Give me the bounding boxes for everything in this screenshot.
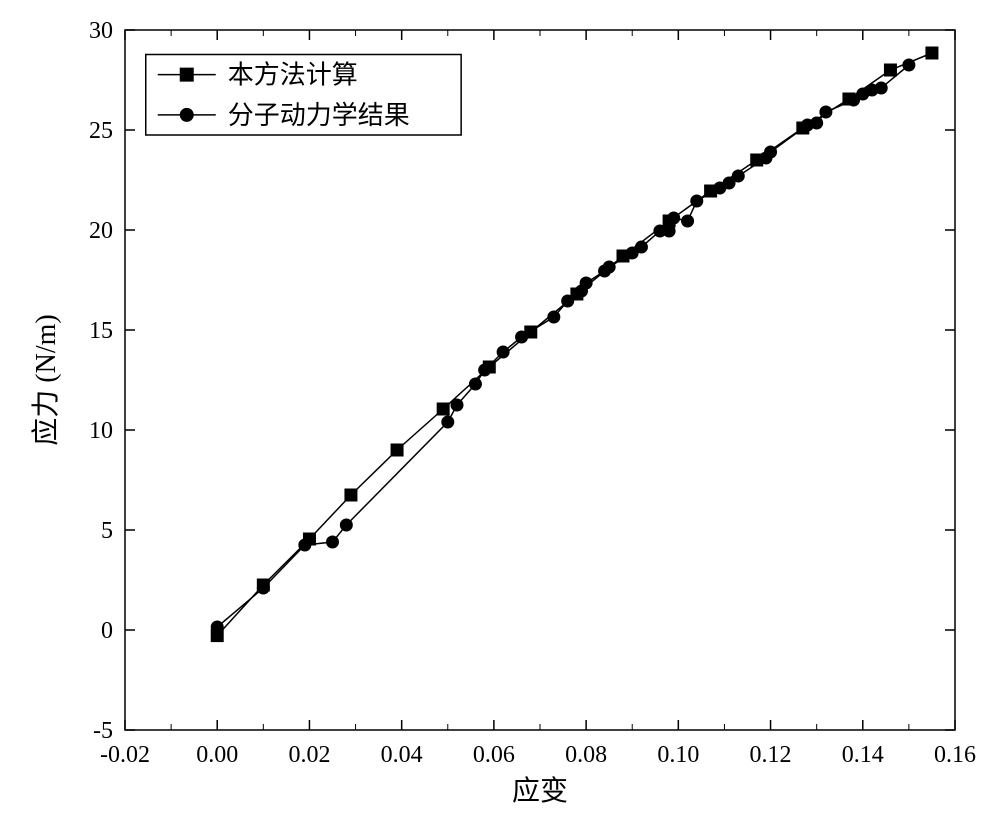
x-tick-label: 0.04 (381, 742, 423, 768)
y-tick-label: -5 (93, 718, 113, 744)
circle-marker (469, 378, 481, 390)
stress-strain-chart: -0.02 0.00 0.02 0.04 0.06 0.08 0.10 0.12 0.14 0.1… (0, 0, 1000, 837)
circle-marker (691, 195, 703, 207)
y-axis-label: 应力 (N/m) (30, 314, 62, 445)
y-tick-label: 15 (89, 318, 113, 344)
y-tick-label: 25 (89, 118, 113, 144)
x-tick-label: 0.00 (196, 742, 238, 768)
square-marker (926, 47, 938, 59)
chart-container: -0.02 0.00 0.02 0.04 0.06 0.08 0.10 0.12 0.14 0.1… (0, 0, 1000, 837)
circle-marker (765, 146, 777, 158)
circle-marker (732, 170, 744, 182)
circle-marker (340, 519, 352, 531)
x-tick-label: 0.16 (934, 742, 976, 768)
circle-marker (548, 311, 560, 323)
circle-marker (327, 536, 339, 548)
x-axis-label: 应变 (512, 775, 568, 807)
circle-marker (875, 82, 887, 94)
circle-marker (820, 106, 832, 118)
square-marker (345, 489, 357, 501)
square-marker (884, 64, 896, 76)
y-tick-label: 30 (89, 18, 113, 44)
y-tick-label: 10 (89, 418, 113, 444)
circle-marker (479, 364, 491, 376)
y-tick-label: 0 (101, 618, 113, 644)
x-tick-label: 0.08 (565, 742, 607, 768)
x-tick-label: 0.14 (842, 742, 884, 768)
circle-marker (603, 261, 615, 273)
square-marker (437, 403, 449, 415)
legend-square-icon (180, 68, 194, 82)
circle-marker (442, 416, 454, 428)
circle-marker (580, 277, 592, 289)
circle-marker (211, 621, 223, 633)
legend-item-label: 分子动力学结果 (228, 101, 410, 130)
circle-marker (903, 59, 915, 71)
circle-marker (682, 215, 694, 227)
y-tick-label: 5 (101, 518, 113, 544)
square-marker (391, 444, 403, 456)
circle-marker (497, 346, 509, 358)
x-tick-label: 0.06 (473, 742, 515, 768)
circle-marker (668, 212, 680, 224)
legend-circle-icon (180, 108, 194, 122)
legend-item-label: 本方法计算 (228, 61, 358, 90)
circle-marker (811, 117, 823, 129)
x-tick-label: 0.12 (750, 742, 792, 768)
y-tick-label: 20 (89, 218, 113, 244)
circle-marker (516, 331, 528, 343)
circle-marker (663, 225, 675, 237)
circle-marker (562, 295, 574, 307)
x-tick-label: -0.02 (100, 742, 150, 768)
x-tick-label: 0.10 (657, 742, 699, 768)
circle-marker (451, 399, 463, 411)
x-tick-label: 0.02 (288, 742, 330, 768)
circle-marker (299, 539, 311, 551)
circle-marker (635, 241, 647, 253)
circle-marker (257, 582, 269, 594)
